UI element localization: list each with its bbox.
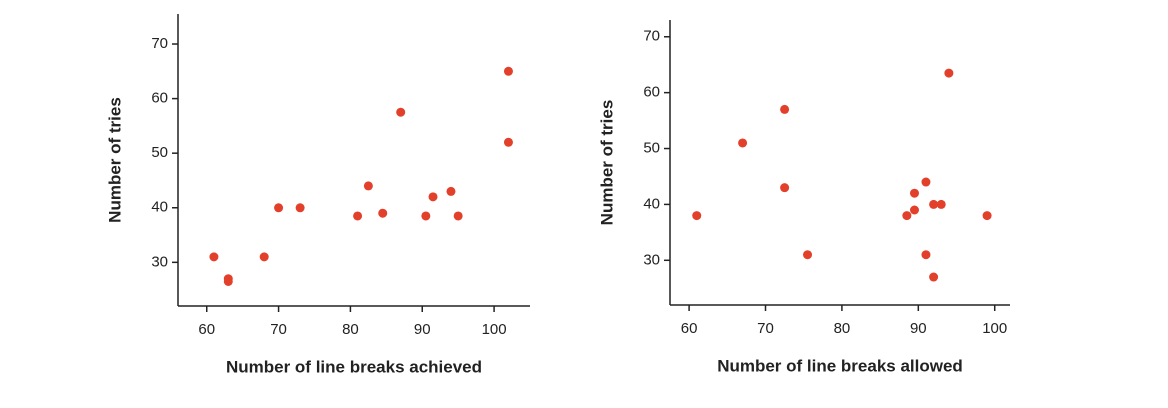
x-tick-label: 90: [414, 321, 431, 338]
x-tick-label: 100: [482, 321, 507, 338]
x-axis-title: Number of line breaks achieved: [226, 357, 482, 376]
x-tick-label: 70: [757, 320, 774, 337]
point: [503, 66, 513, 76]
x-tick-label: 80: [834, 320, 851, 337]
y-tick-label: 50: [151, 144, 168, 161]
point: [780, 104, 790, 114]
y-axis-title: Number of tries: [105, 97, 124, 223]
y-tick-label: 30: [643, 251, 660, 268]
x-tick-label: 60: [681, 320, 698, 337]
point: [274, 203, 284, 213]
point: [944, 68, 954, 78]
y-axis-title: Number of tries: [597, 100, 616, 226]
y-tick-label: 30: [151, 253, 168, 270]
y-tick-label: 40: [643, 195, 660, 212]
y-tick-label: 40: [151, 199, 168, 216]
point: [223, 276, 233, 286]
point: [503, 137, 513, 147]
point: [982, 211, 992, 221]
point: [803, 250, 813, 260]
point: [921, 250, 931, 260]
point: [421, 211, 431, 221]
point: [692, 211, 702, 221]
point: [909, 205, 919, 215]
point: [909, 188, 919, 198]
x-tick-label: 70: [270, 321, 287, 338]
point: [738, 138, 748, 148]
point: [453, 211, 463, 221]
point: [363, 181, 373, 191]
point: [378, 208, 388, 218]
y-tick-label: 60: [151, 90, 168, 107]
point: [446, 186, 456, 196]
point: [780, 183, 790, 193]
point: [902, 211, 912, 221]
y-tick-label: 70: [643, 28, 660, 45]
x-tick-label: 100: [982, 320, 1007, 337]
x-tick-label: 80: [342, 321, 359, 338]
point: [428, 192, 438, 202]
point: [259, 252, 269, 262]
x-axis-title: Number of line breaks allowed: [717, 356, 963, 375]
point: [929, 272, 939, 282]
point: [929, 199, 939, 209]
point: [353, 211, 363, 221]
x-tick-label: 60: [198, 321, 215, 338]
point: [936, 199, 946, 209]
point: [921, 177, 931, 187]
point: [209, 252, 219, 262]
point: [396, 107, 406, 117]
y-tick-label: 50: [643, 139, 660, 156]
y-tick-label: 60: [643, 84, 660, 101]
x-tick-label: 90: [910, 320, 927, 337]
point: [295, 203, 305, 213]
y-tick-label: 70: [151, 35, 168, 52]
